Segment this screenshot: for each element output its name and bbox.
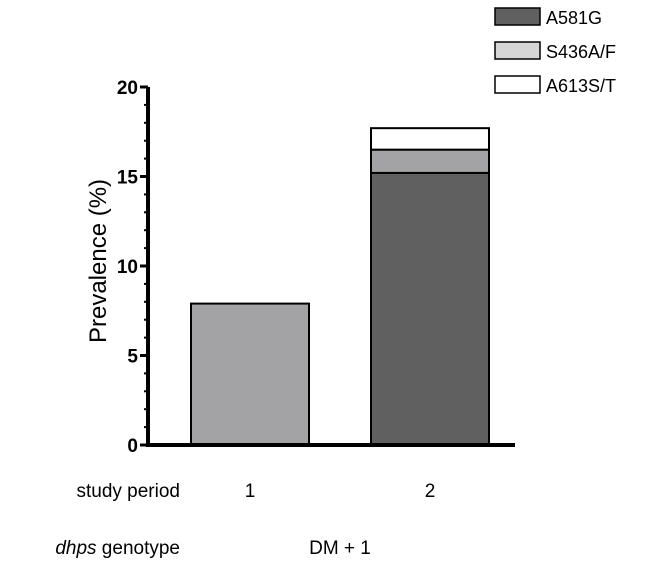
legend-swatch — [494, 75, 541, 94]
study-period-label: study period — [76, 481, 180, 502]
y-tick-label: 0 — [127, 436, 138, 457]
legend-label: A613S/T — [546, 76, 616, 96]
axes: 0 5 10 15 20 — [117, 78, 515, 457]
bar-cat1-seg1 — [190, 302, 310, 446]
bar-cat2-seg3 — [370, 127, 490, 151]
legend-label: S436A/F — [546, 42, 616, 62]
bar-cat2-seg0 — [370, 171, 490, 446]
y-tick-label: 10 — [117, 257, 138, 278]
y-axis-title: Prevalence (%) — [85, 179, 112, 343]
bars — [190, 127, 490, 446]
genotype-value: DM + 1 — [309, 538, 371, 559]
genotype-label-italic: dhps — [55, 538, 97, 559]
genotype-label-rest: genotype — [97, 538, 180, 559]
legend-label: A581G — [546, 8, 602, 28]
genotype-label: dhps genotype — [55, 538, 180, 559]
y-tick-label: 15 — [117, 168, 139, 189]
y-tick-label: 5 — [127, 347, 138, 368]
bar-cat2-seg1 — [370, 148, 490, 174]
y-tick-label: 20 — [117, 78, 138, 99]
legend: A581G S436A/F A613S/T — [494, 7, 616, 96]
category-label-2: 2 — [425, 481, 436, 502]
legend-swatch — [494, 7, 541, 26]
legend-swatch — [494, 41, 541, 60]
category-label-1: 1 — [245, 481, 256, 502]
